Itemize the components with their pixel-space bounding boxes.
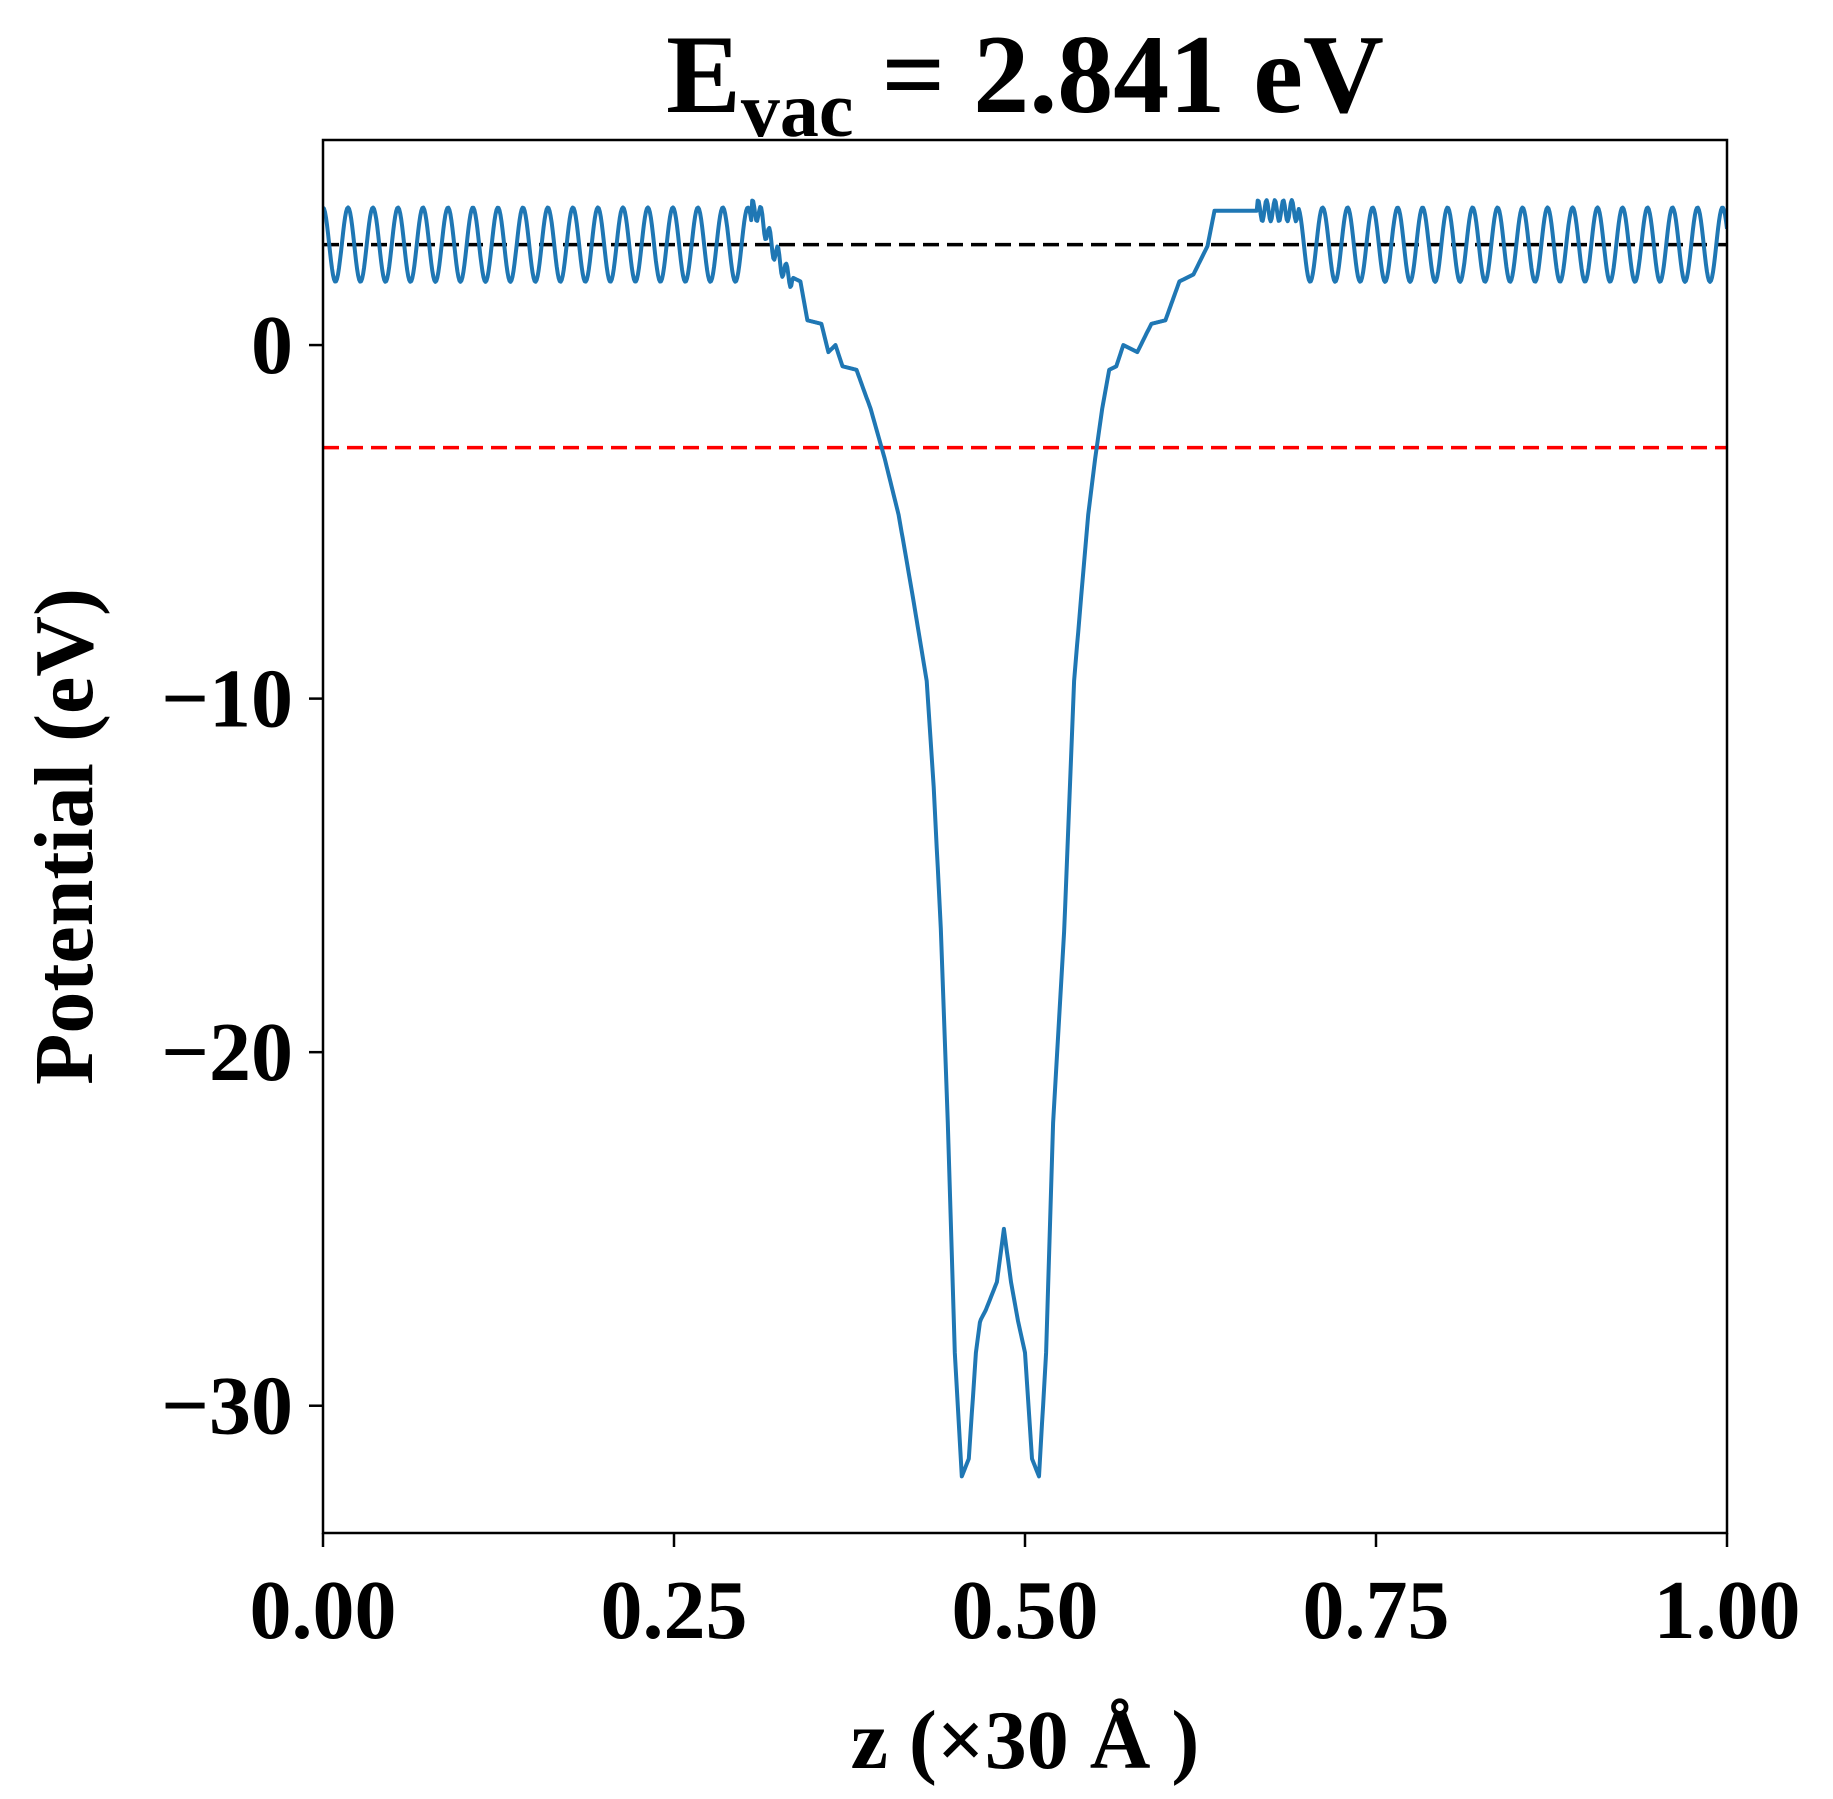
- title-main: E: [666, 13, 741, 137]
- series-line-1: [323, 198, 1727, 1479]
- x-tick-label: 0.75: [1303, 1564, 1450, 1657]
- x-tick-label: 0.00: [250, 1564, 397, 1657]
- x-tick-label: 1.00: [1654, 1564, 1801, 1657]
- y-tick-label: −10: [161, 653, 293, 746]
- title-subscript: vac: [741, 66, 854, 153]
- x-tick-label: 0.50: [952, 1564, 1099, 1657]
- chart-title: Evac = 2.841 eV: [666, 13, 1384, 153]
- chart-title-text: Evac = 2.841 eV: [666, 13, 1384, 153]
- title-rest: = 2.841 eV: [853, 13, 1383, 137]
- y-axis-label: Potential (eV): [18, 588, 111, 1085]
- x-tick-label: 0.25: [601, 1564, 748, 1657]
- x-axis-label: z (×30 Å ): [851, 1694, 1200, 1787]
- y-tick-label: −20: [161, 1006, 293, 1099]
- plot-frame: [321, 138, 1729, 1535]
- y-tick-label: 0: [251, 299, 293, 392]
- y-tick-label: −30: [161, 1360, 293, 1453]
